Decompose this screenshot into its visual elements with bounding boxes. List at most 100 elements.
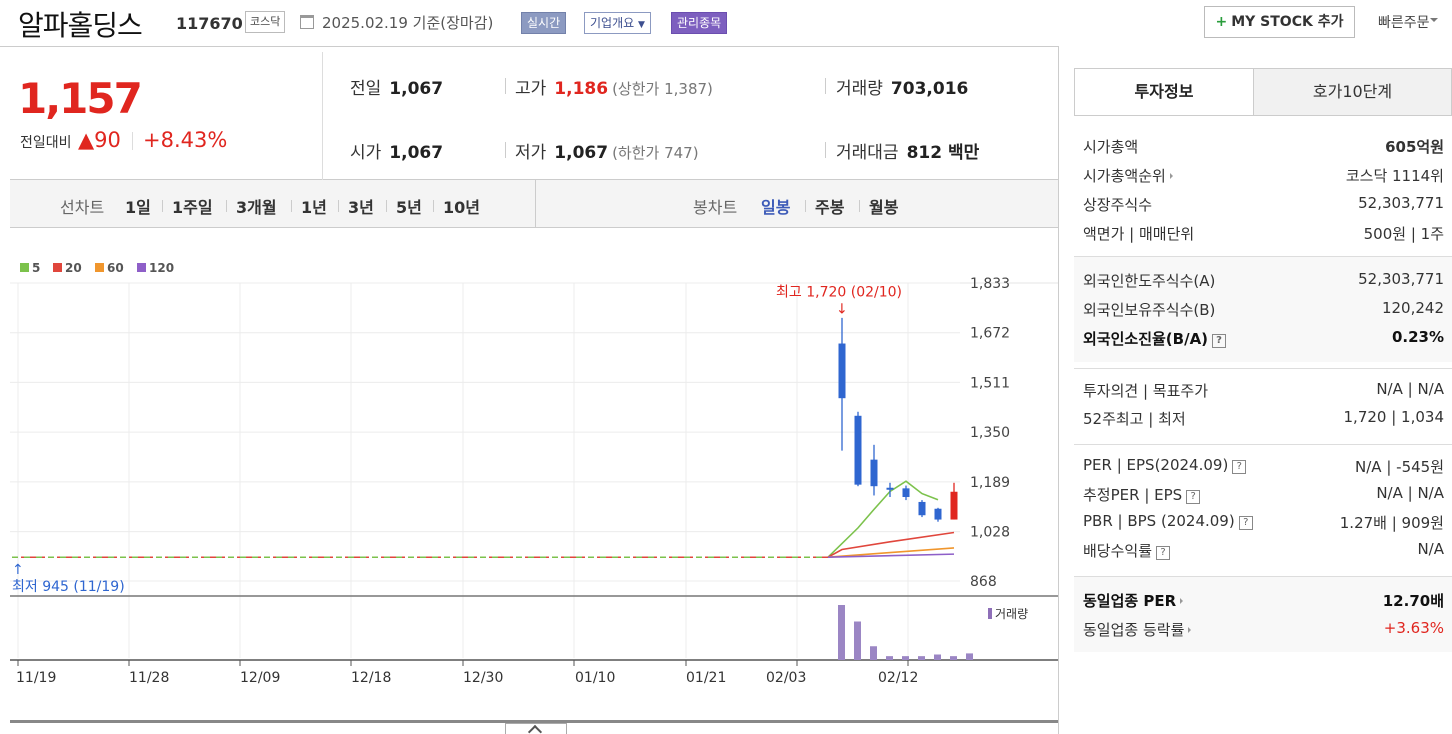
high-arrow-icon: ↓ xyxy=(836,301,848,317)
open-label: 시가 xyxy=(350,143,382,163)
tab-divider xyxy=(859,200,860,212)
help-icon[interactable]: ? xyxy=(1238,516,1253,530)
tab-daily[interactable]: 일봉 xyxy=(761,198,791,217)
listed-shares-value: 52,303,771 xyxy=(1358,194,1444,212)
info-row: 외국인보유주식수(B) 120,242 xyxy=(1083,299,1444,323)
volume-stat: 거래량 703,016 xyxy=(836,74,968,99)
x-tick-label: 11/28 xyxy=(129,670,169,686)
x-tick-label: 02/12 xyxy=(878,670,918,686)
managed-stock-badge[interactable]: 관리종목 xyxy=(671,12,728,34)
volume-value: 703,016 xyxy=(890,79,969,99)
opinion-section: 투자의견 | 목표주가 N/A | N/A 52주최고 | 최저 1,720 | 1… xyxy=(1074,368,1452,440)
x-tick-label: 12/18 xyxy=(351,670,391,686)
sector-per-value: 12.70배 xyxy=(1382,592,1444,610)
per-value: N/A | -545원 xyxy=(1355,458,1444,476)
price-summary: 1,157 전일대비 ▲90 +8.43% 전일 1,067 시가 1,067 고가… xyxy=(10,52,1058,180)
x-tick-label: 01/21 xyxy=(686,670,726,686)
info-row: 외국인한도주식수(A) 52,303,771 xyxy=(1083,270,1444,294)
sector-per-label: 동일업종 PER xyxy=(1083,590,1186,611)
chevron-down-icon: ▼ xyxy=(638,20,645,30)
y-tick-label: 1,350 xyxy=(970,425,1010,441)
prev-close-stat: 전일 1,067 xyxy=(350,74,443,99)
candle-body xyxy=(918,501,926,516)
legend-swatch xyxy=(95,263,104,272)
info-row: 시가총액 605억원 xyxy=(1083,136,1444,160)
tab-10y[interactable]: 10년 xyxy=(443,198,480,217)
add-mystock-button[interactable]: + MY STOCK 추가 xyxy=(1204,6,1355,38)
tab-5y[interactable]: 5년 xyxy=(396,198,422,217)
info-row: 투자의견 | 목표주가 N/A | N/A xyxy=(1083,380,1444,404)
tab-1d[interactable]: 1일 xyxy=(125,198,151,217)
foreign-limit-value: 52,303,771 xyxy=(1358,270,1444,288)
help-icon[interactable]: ? xyxy=(1232,460,1247,474)
prev-close-value: 1,067 xyxy=(389,79,444,99)
x-tick-label: 01/10 xyxy=(575,670,615,686)
info-row[interactable]: 시가총액순위 코스닥 1114위 xyxy=(1083,165,1444,189)
help-icon[interactable]: ? xyxy=(1186,490,1201,504)
calendar-icon xyxy=(300,15,314,29)
line-chart-label: 선차트 xyxy=(60,198,105,217)
opinion-label: 투자의견 | 목표주가 xyxy=(1083,382,1208,400)
low-label: 저가 xyxy=(515,143,547,163)
legend-swatch xyxy=(137,263,146,272)
tab-3y[interactable]: 3년 xyxy=(348,198,374,217)
x-tick-label: 12/09 xyxy=(240,670,280,686)
tab-weekly[interactable]: 주봉 xyxy=(815,198,845,217)
trade-value-label: 거래대금 xyxy=(836,143,899,163)
company-overview-dropdown[interactable]: 기업개요 ▼ xyxy=(584,12,651,34)
sector-change-label: 동일업종 등락률 xyxy=(1083,619,1194,640)
tab-divider xyxy=(338,200,339,212)
candle-body xyxy=(870,459,878,487)
chart-bottom-bar xyxy=(10,720,1058,723)
info-row: 추정PER | EPS? N/A | N/A xyxy=(1083,484,1444,508)
opinion-value: N/A | N/A xyxy=(1376,380,1444,398)
foreign-holding-value: 120,242 xyxy=(1381,299,1444,317)
tab-divider xyxy=(805,200,806,212)
investment-info-panel: 투자정보 호가10단계 시가총액 605억원 시가총액순위 코스닥 1114위 상장… xyxy=(1058,46,1452,734)
pbr-label: PBR | BPS (2024.09)? xyxy=(1083,512,1253,530)
market-cap-section: 시가총액 605억원 시가총액순위 코스닥 1114위 상장주식수 52,303,77… xyxy=(1074,122,1452,248)
tab-divider xyxy=(226,200,227,212)
tab-1y[interactable]: 1년 xyxy=(301,198,327,217)
low-annotation: 최저 945 (11/19) xyxy=(12,579,125,595)
y-tick-label: 1,028 xyxy=(970,525,1010,541)
price-chart[interactable]: 1,833 1,672 1,511 1,350 1,189 1,028 868 5 20 60 12… xyxy=(10,228,1058,722)
market-cap-rank-value: 코스닥 1114위 xyxy=(1345,167,1444,185)
market-badge: 코스닥 xyxy=(245,11,286,33)
legend-swatch xyxy=(20,263,29,272)
low-stat: 저가 1,067 (하한가 747) xyxy=(515,138,699,163)
help-icon[interactable]: ? xyxy=(1212,334,1227,348)
legend-swatch xyxy=(53,263,62,272)
company-name: 알파홀딩스 xyxy=(18,9,143,42)
realtime-button[interactable]: 실시간 xyxy=(521,12,567,34)
info-tabs: 투자정보 호가10단계 xyxy=(1074,68,1452,116)
help-icon[interactable]: ? xyxy=(1156,546,1171,560)
candle-body xyxy=(854,415,862,485)
info-row[interactable]: 동일업종 PER 12.70배 xyxy=(1083,590,1444,614)
plus-icon: + xyxy=(1215,14,1228,30)
volume-bar xyxy=(886,656,893,660)
volume-bar xyxy=(854,621,861,660)
info-row: PER | EPS(2024.09)? N/A | -545원 xyxy=(1083,456,1444,480)
sector-section: 동일업종 PER 12.70배 동일업종 등락률 +3.63% xyxy=(1074,576,1452,652)
change-label: 전일대비 xyxy=(20,135,72,151)
info-row[interactable]: 동일업종 등락률 +3.63% xyxy=(1083,619,1444,643)
market-cap-rank-label: 시가총액순위 xyxy=(1083,165,1176,186)
tab-divider xyxy=(162,200,163,212)
header-divider xyxy=(0,46,1058,47)
quick-order-button[interactable]: 빠른주문 xyxy=(1378,12,1437,32)
info-row: 상장주식수 52,303,771 xyxy=(1083,194,1444,218)
tab-investment-info[interactable]: 투자정보 xyxy=(1075,69,1254,115)
tab-divider xyxy=(433,200,434,212)
legend-label: 60 xyxy=(107,261,124,275)
collapse-chart-button[interactable] xyxy=(505,723,567,734)
chart-period-tabs: 선차트 1일 1주일 3개월 1년 3년 5년 10년 봉차트 일봉 주봉 월봉 xyxy=(10,180,1058,228)
prev-close-label: 전일 xyxy=(350,79,382,99)
add-mystock-label: MY STOCK 추가 xyxy=(1231,14,1344,30)
tab-1w[interactable]: 1주일 xyxy=(172,198,213,217)
tab-3m[interactable]: 3개월 xyxy=(236,198,277,217)
stat-divider xyxy=(825,78,826,94)
high-stat: 고가 1,186 (상한가 1,387) xyxy=(515,74,713,99)
tab-orderbook[interactable]: 호가10단계 xyxy=(1254,69,1451,115)
tab-monthly[interactable]: 월봉 xyxy=(869,198,899,217)
